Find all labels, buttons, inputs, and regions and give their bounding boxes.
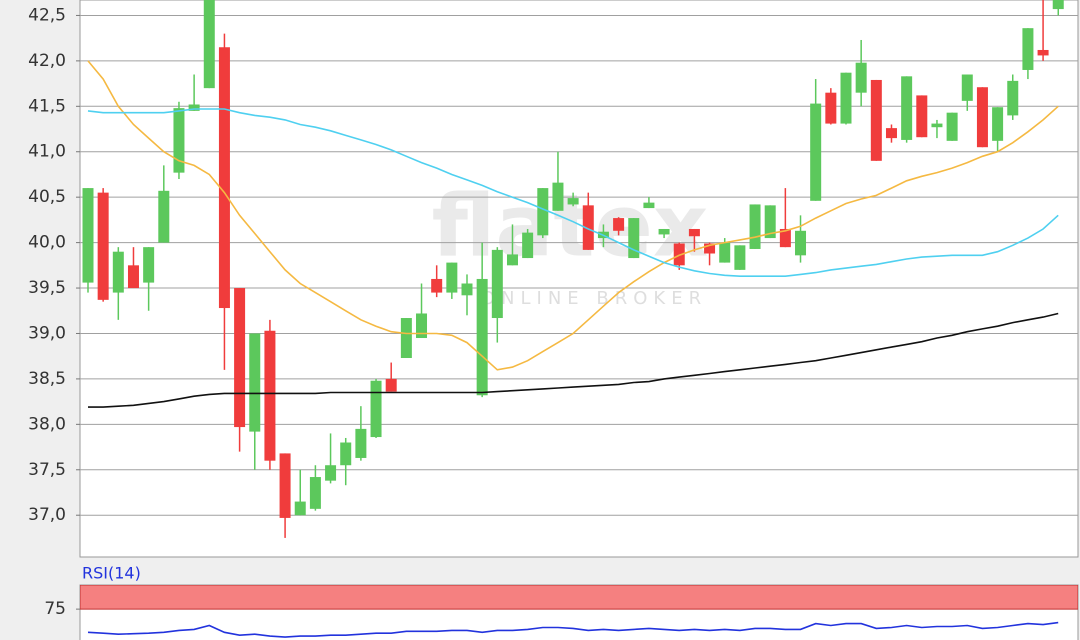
y-tick-label: 39,5: [28, 278, 66, 298]
candle-body: [309, 477, 321, 509]
candle-body: [188, 104, 200, 111]
candle-body: [476, 278, 488, 396]
candle-body: [416, 313, 428, 339]
candle-body: [840, 72, 852, 124]
watermark-subtitle: ONLINE BROKER: [481, 288, 707, 309]
y-tick-label: 41,0: [28, 142, 66, 162]
candle-body: [203, 0, 215, 89]
candle-body: [992, 107, 1004, 141]
candle-body: [582, 205, 594, 250]
candle-body: [127, 265, 139, 289]
candle-body: [613, 218, 625, 231]
candle-body: [825, 92, 837, 124]
candle-body: [1007, 80, 1019, 116]
candle-body: [325, 465, 337, 481]
watermark: flatex ONLINE BROKER: [432, 176, 709, 309]
candle-body: [264, 330, 276, 461]
moving-average-line: [88, 312, 1059, 408]
candle-body: [431, 278, 443, 293]
candle-body: [294, 501, 306, 516]
y-tick-label: 39,0: [28, 323, 66, 343]
candle-body: [916, 95, 928, 138]
candle-body: [249, 333, 261, 432]
labels: RSI(14) 37,0 37,5 38,0 38,5 39,0 39,5 40,0 40,5…: [28, 5, 141, 619]
candle-body: [628, 218, 640, 259]
candle-body: [158, 190, 170, 243]
candle-body: [976, 87, 988, 148]
y-tick-label: 41,5: [28, 96, 66, 116]
candle-body: [385, 378, 397, 392]
candle-body: [643, 202, 655, 209]
candle-body: [870, 79, 882, 161]
y-tick-label: 42,5: [28, 5, 66, 25]
candle-body: [1022, 28, 1034, 70]
candle-body: [173, 108, 185, 173]
candle-body: [522, 232, 534, 259]
candle-body: [370, 380, 382, 438]
candle-body: [961, 74, 973, 101]
y-tick-label: 37,5: [28, 460, 66, 480]
candle-body: [218, 47, 230, 309]
rsi-title: RSI(14): [82, 564, 141, 583]
candle-body: [704, 243, 716, 254]
y-tick-label: 40,5: [28, 187, 66, 207]
candle-body: [1037, 49, 1049, 56]
candle-body: [537, 188, 549, 236]
candle-body: [567, 198, 579, 205]
candle-body: [855, 62, 867, 93]
candle-body: [506, 254, 518, 266]
watermark-title: flatex: [432, 176, 709, 276]
candle-body: [901, 76, 913, 140]
candle-body: [82, 188, 94, 283]
candle-body: [97, 192, 109, 300]
candle-body: [719, 242, 731, 263]
candle-body: [810, 103, 822, 201]
candle-body: [779, 228, 791, 248]
candle-body: [688, 228, 700, 237]
y-tick-label: 75: [44, 599, 66, 619]
candle-body: [658, 228, 670, 235]
candle-body: [491, 249, 503, 319]
candle-body: [885, 128, 897, 139]
y-tick-label: 37,0: [28, 505, 66, 525]
rsi-line: [87, 621, 1059, 638]
candle-body: [795, 230, 807, 256]
candle-body: [461, 283, 473, 296]
candle-body: [143, 247, 155, 283]
candle-body: [749, 204, 761, 249]
y-tick-label: 38,0: [28, 414, 66, 434]
y-tick-label: 40,0: [28, 233, 66, 253]
candle-body: [764, 205, 776, 239]
main-layer: [80, 0, 1078, 538]
candle-body: [734, 245, 746, 270]
moving-average-line: [87, 60, 1059, 371]
candle-body: [400, 318, 412, 359]
candle-body: [446, 262, 458, 293]
y-tick-label: 42,0: [28, 51, 66, 71]
candle-body: [112, 251, 124, 293]
candle-body: [340, 442, 352, 466]
candle-body: [946, 112, 958, 141]
candle-body: [279, 453, 291, 518]
candle-body: [234, 288, 246, 428]
rsi-layer: [80, 585, 1078, 638]
candle-body: [355, 428, 367, 458]
moving-average-line: [87, 108, 1059, 277]
candle-body: [552, 182, 564, 211]
candle-body: [673, 243, 685, 266]
candle-body: [1052, 0, 1064, 10]
y-tick-label: 38,5: [28, 369, 66, 389]
overbought-band: [80, 585, 1078, 610]
candle-body: [931, 123, 943, 128]
